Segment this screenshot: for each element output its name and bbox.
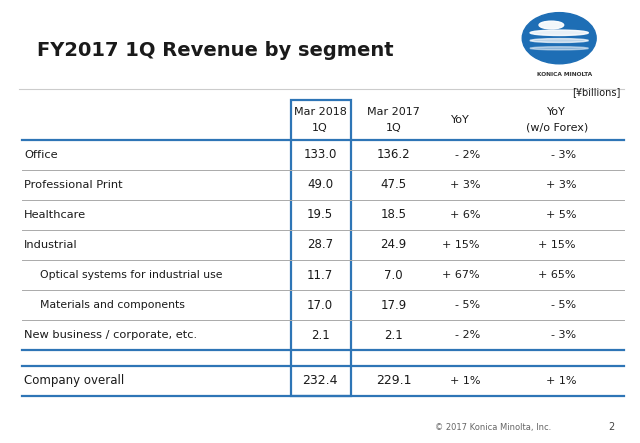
Text: - 2%: - 2%	[455, 150, 480, 159]
Text: 28.7: 28.7	[307, 238, 333, 252]
Text: + 65%: + 65%	[538, 270, 576, 280]
Text: 136.2: 136.2	[377, 148, 410, 161]
Text: + 5%: + 5%	[545, 210, 576, 220]
Text: 1Q: 1Q	[312, 123, 328, 132]
Ellipse shape	[539, 21, 564, 29]
Text: 49.0: 49.0	[307, 178, 333, 191]
Text: - 3%: - 3%	[551, 150, 576, 159]
Text: + 15%: + 15%	[442, 240, 480, 250]
Text: YoY: YoY	[451, 115, 470, 124]
Text: 19.5: 19.5	[307, 208, 333, 222]
Text: FY2017 1Q Revenue by segment: FY2017 1Q Revenue by segment	[37, 42, 394, 60]
Text: - 5%: - 5%	[455, 300, 480, 310]
Text: 2.1: 2.1	[310, 329, 330, 342]
Text: - 5%: - 5%	[551, 300, 576, 310]
Text: Materials and components: Materials and components	[40, 300, 185, 310]
Text: + 3%: + 3%	[545, 180, 576, 190]
Text: 47.5: 47.5	[381, 178, 406, 191]
Text: KONICA MINOLTA: KONICA MINOLTA	[537, 72, 593, 77]
Text: Professional Print: Professional Print	[24, 180, 123, 190]
Text: Healthcare: Healthcare	[24, 210, 86, 220]
Ellipse shape	[530, 47, 588, 50]
Text: 2: 2	[608, 422, 614, 432]
Text: + 6%: + 6%	[449, 210, 480, 220]
Text: Optical systems for industrial use: Optical systems for industrial use	[40, 270, 223, 280]
Text: Mar 2018: Mar 2018	[294, 107, 346, 117]
Text: 2.1: 2.1	[384, 329, 403, 342]
Text: Company overall: Company overall	[24, 374, 125, 388]
Text: [¥billions]: [¥billions]	[572, 87, 621, 97]
Text: (w/o Forex): (w/o Forex)	[525, 123, 588, 132]
Circle shape	[522, 13, 596, 64]
Text: + 3%: + 3%	[449, 180, 480, 190]
Ellipse shape	[530, 39, 588, 43]
Text: 17.0: 17.0	[307, 299, 333, 312]
Text: 1Q: 1Q	[386, 123, 401, 132]
Text: 18.5: 18.5	[381, 208, 406, 222]
Text: 11.7: 11.7	[307, 268, 333, 282]
Text: YoY: YoY	[547, 107, 566, 117]
Text: - 3%: - 3%	[551, 330, 576, 340]
Text: New business / corporate, etc.: New business / corporate, etc.	[24, 330, 198, 340]
Text: + 1%: + 1%	[545, 376, 576, 386]
Ellipse shape	[530, 30, 588, 35]
Text: + 1%: + 1%	[449, 376, 480, 386]
Text: © 2017 Konica Minolta, Inc.: © 2017 Konica Minolta, Inc.	[435, 423, 552, 432]
Text: 24.9: 24.9	[380, 238, 407, 252]
Text: 133.0: 133.0	[303, 148, 337, 161]
Text: 17.9: 17.9	[380, 299, 407, 312]
Text: + 15%: + 15%	[538, 240, 576, 250]
Text: 229.1: 229.1	[376, 374, 412, 388]
Text: Industrial: Industrial	[24, 240, 78, 250]
Text: Office: Office	[24, 150, 58, 159]
Text: 232.4: 232.4	[302, 374, 338, 388]
Text: - 2%: - 2%	[455, 330, 480, 340]
Text: 7.0: 7.0	[384, 268, 403, 282]
Text: + 67%: + 67%	[442, 270, 480, 280]
Text: Mar 2017: Mar 2017	[367, 107, 420, 117]
